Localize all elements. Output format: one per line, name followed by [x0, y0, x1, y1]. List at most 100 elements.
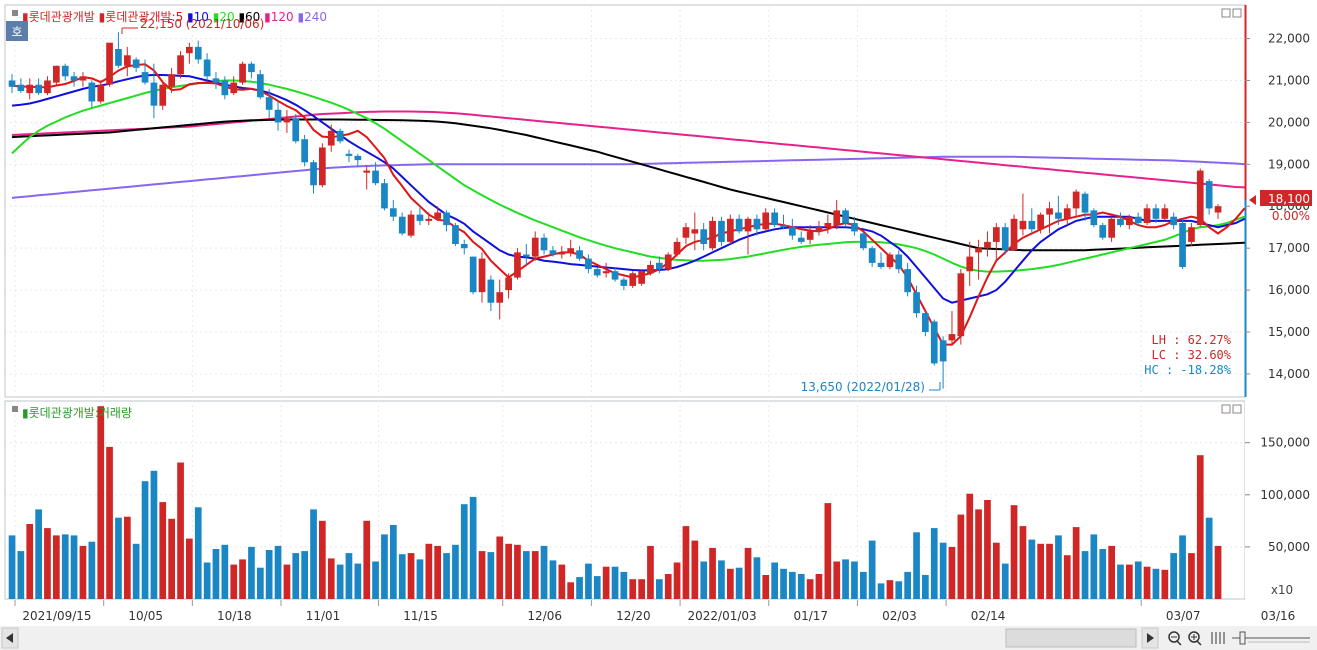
volume-pane-controls[interactable]: [1221, 404, 1242, 414]
candle-body: [1081, 193, 1089, 213]
low-annotation: 13,650 (2022/01/28): [801, 380, 925, 394]
volume-bar: [194, 507, 202, 599]
candle-body: [966, 256, 974, 272]
candle-body: [744, 218, 752, 232]
volume-bar: [1028, 539, 1036, 599]
volume-bar: [1161, 569, 1169, 599]
candle-body: [35, 84, 42, 94]
volume-bar: [868, 540, 876, 599]
candle-body: [585, 258, 592, 270]
volume-bar: [79, 545, 87, 599]
volume-bar: [186, 538, 193, 599]
volume-bar: [576, 577, 583, 599]
candle-body: [727, 218, 734, 242]
zoom-out-icon[interactable]: [1168, 631, 1182, 646]
volume-bar: [460, 504, 468, 599]
candle-body: [70, 76, 78, 81]
current-price-badge: [1260, 190, 1312, 206]
volume-bar: [496, 536, 504, 599]
volume-bar: [1188, 553, 1195, 599]
candle-body: [168, 74, 175, 87]
price-tick-label: 19,000: [1268, 157, 1310, 171]
volume-bar: [1081, 551, 1089, 599]
volume-bar: [984, 500, 991, 599]
volume-bar: [514, 544, 521, 599]
price-tick-label: 21,000: [1268, 73, 1310, 87]
price-pane-controls[interactable]: [1221, 8, 1242, 18]
volume-bar: [895, 581, 903, 599]
volume-bar: [1196, 455, 1204, 599]
candle-body: [1143, 208, 1151, 223]
x-tick-label: 2021/09/15: [22, 609, 91, 623]
candle-body: [416, 214, 424, 221]
volume-bar: [70, 535, 78, 599]
candle-body: [540, 237, 548, 251]
price-tick-label: 16,000: [1268, 283, 1310, 297]
volume-bar: [274, 545, 282, 599]
volume-bar: [922, 575, 929, 599]
candle-body: [620, 279, 628, 286]
candle-body: [257, 74, 264, 98]
volume-bar: [593, 576, 601, 599]
volume-bar: [478, 551, 486, 599]
volume-bar: [363, 520, 371, 599]
volume-bar: [913, 532, 920, 599]
volume-menu-icon[interactable]: [12, 406, 18, 412]
volume-bar: [132, 543, 140, 599]
candle-body: [1196, 170, 1204, 226]
legend-stock-name: 롯데관광개발: [29, 10, 95, 24]
candle-body: [17, 84, 25, 91]
candle-body: [602, 271, 610, 274]
volume-bar: [372, 561, 379, 599]
volume-bar: [248, 546, 255, 599]
bar-width-icon[interactable]: [1211, 632, 1225, 644]
scroll-thumb[interactable]: [1005, 628, 1137, 648]
volume-bar: [602, 566, 610, 599]
candle-body: [895, 254, 903, 270]
candle-body: [177, 55, 184, 75]
volume-bar: [975, 509, 982, 599]
x-tick-label: 02/03: [882, 609, 917, 623]
volume-bar: [1090, 534, 1098, 599]
candle-body: [1090, 210, 1098, 226]
candle-body: [1019, 220, 1027, 230]
candle-body: [656, 262, 663, 270]
volume-bar: [824, 503, 832, 599]
candle-body: [283, 118, 291, 123]
volume-bar: [327, 558, 335, 599]
volume-bar: [1099, 549, 1107, 599]
candle-body: [611, 271, 619, 280]
candle-body: [877, 262, 885, 267]
candle-body: [1117, 218, 1124, 226]
candle-body: [8, 80, 16, 87]
price-pane: [4, 4, 1246, 398]
pane-menu-icon[interactable]: [12, 10, 18, 16]
candle-body: [549, 250, 557, 255]
candle-body: [1205, 181, 1213, 209]
volume-bar: [292, 553, 300, 599]
volume-bar: [8, 535, 16, 599]
zoom-in-icon[interactable]: [1188, 631, 1202, 646]
volume-bar: [966, 493, 974, 599]
volume-bar: [957, 514, 965, 599]
candle-body: [336, 130, 344, 142]
candle-body: [301, 139, 308, 163]
x-tick-label: 10/18: [217, 609, 252, 623]
candle-body: [1028, 220, 1036, 230]
candle-body: [718, 220, 725, 242]
volume-legend: 롯데관광개발:거래량: [29, 406, 132, 420]
mode-button[interactable]: 호: [6, 21, 28, 41]
stat-lh: LH : 62.27%: [1152, 333, 1232, 347]
candle-body: [1001, 227, 1009, 251]
volume-bar: [257, 567, 264, 599]
candle-body: [372, 170, 379, 184]
volume-bar: [1126, 564, 1133, 599]
candle-body: [443, 212, 450, 226]
right-arrow-icon: [1147, 633, 1154, 643]
zoom-slider[interactable]: [1232, 631, 1310, 645]
candle-body: [319, 147, 326, 186]
candle-body: [203, 59, 211, 77]
candle-body: [1099, 225, 1107, 238]
candle-body: [771, 212, 778, 226]
price-tick-label: 15,000: [1268, 325, 1310, 339]
